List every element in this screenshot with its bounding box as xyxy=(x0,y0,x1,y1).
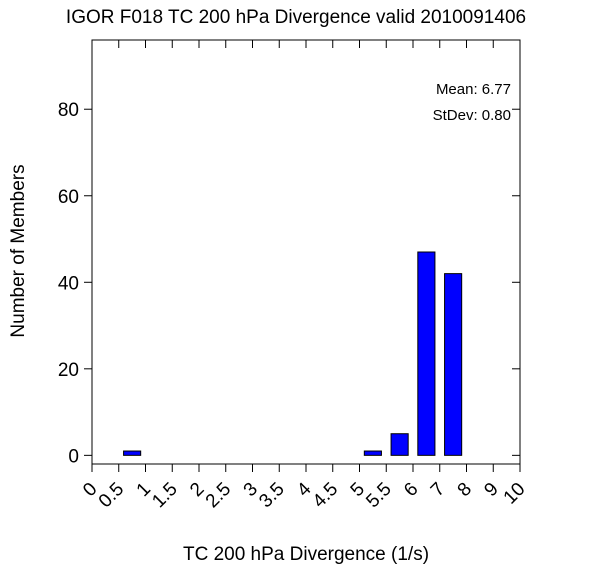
x-tick-label: 8 xyxy=(454,479,476,501)
chart-title: IGOR F018 TC 200 hPa Divergence valid 20… xyxy=(66,7,526,28)
x-tick-label: 9 xyxy=(480,479,502,501)
x-tick-label: 0.5 xyxy=(95,479,129,513)
x-axis-title: TC 200 hPa Divergence (1/s) xyxy=(183,544,429,565)
y-tick-label: 60 xyxy=(58,187,79,208)
y-axis-title: Number of Members xyxy=(8,164,29,337)
x-tick-label: 10 xyxy=(500,479,530,509)
stdev-label: StDev: 0.80 xyxy=(433,107,511,124)
x-tick-label: 5.5 xyxy=(362,479,396,513)
mean-label: Mean: 6.77 xyxy=(436,81,511,98)
bar xyxy=(417,251,436,456)
x-tick-label: 3.5 xyxy=(255,479,289,513)
bar xyxy=(390,433,409,456)
bar xyxy=(444,273,463,456)
y-tick-label: 20 xyxy=(58,360,79,381)
bar xyxy=(363,450,382,456)
y-tick-label: 0 xyxy=(68,446,79,467)
bars xyxy=(123,251,463,456)
y-axis: 0 20 40 60 80 xyxy=(58,100,520,467)
x-tick-label: 4.5 xyxy=(309,479,343,513)
x-tick-label: 7 xyxy=(427,479,449,501)
x-tick-label: 2.5 xyxy=(202,479,236,513)
x-tick-label: 1.5 xyxy=(148,479,182,513)
y-tick-label: 80 xyxy=(58,100,79,121)
y-tick-label: 40 xyxy=(58,273,79,294)
x-tick-label: 6 xyxy=(400,479,422,501)
bar xyxy=(123,450,142,456)
